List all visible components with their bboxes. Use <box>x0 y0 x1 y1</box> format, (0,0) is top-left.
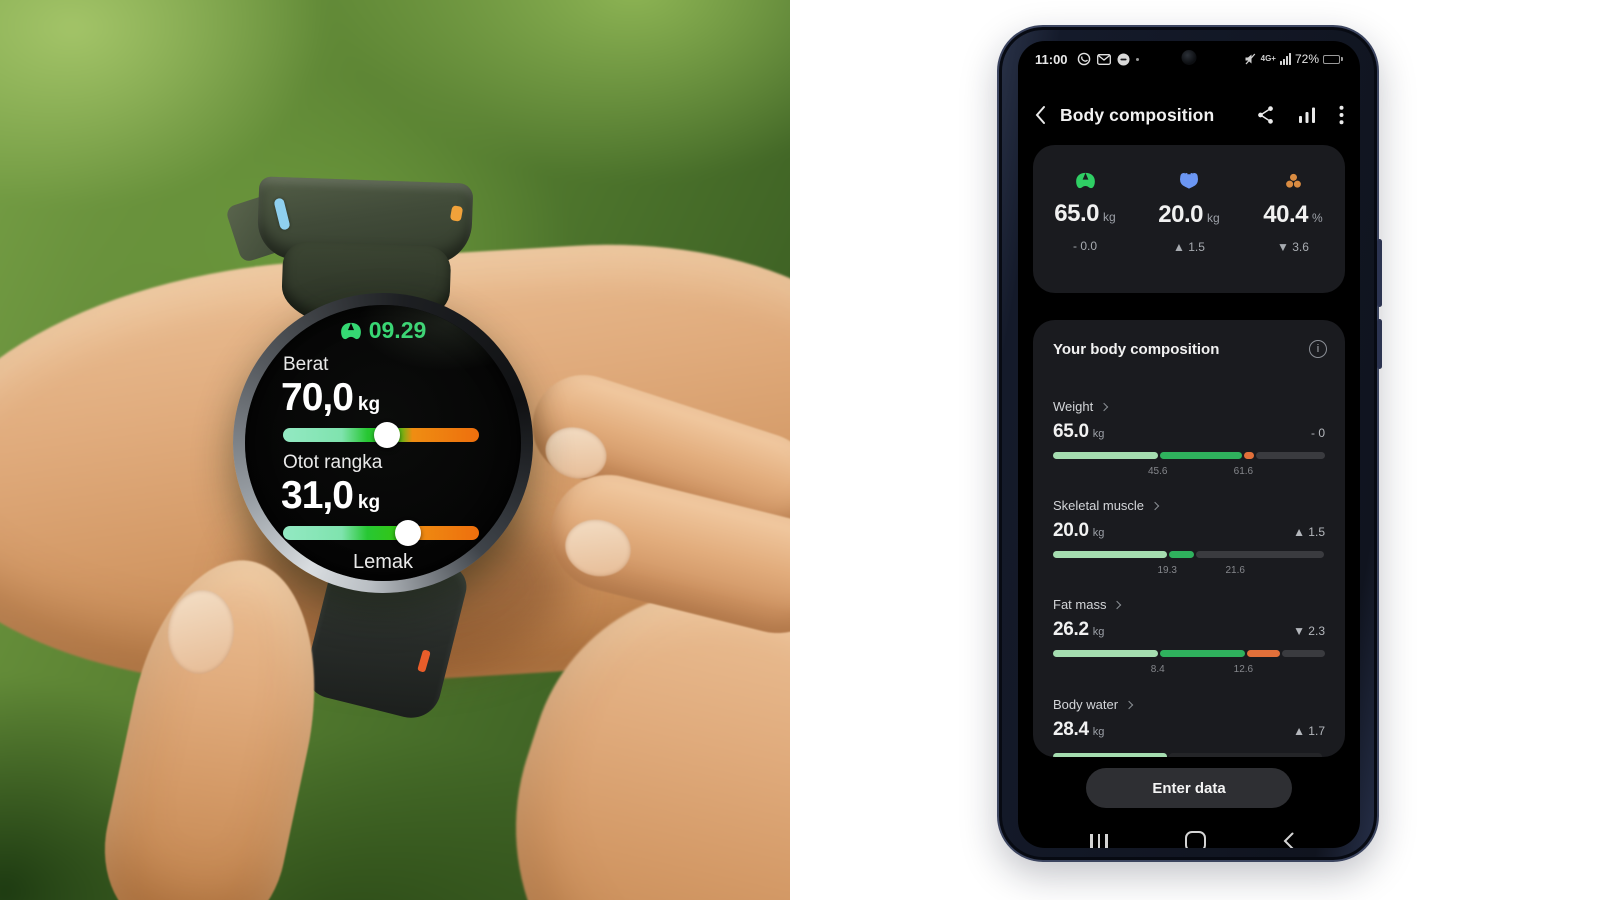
summary-card: 65.0 kg - 0.0 20.0 kg ▲ 1.5 <box>1033 145 1345 293</box>
summary-weight: 65.0 kg - 0.0 <box>1033 145 1137 293</box>
chevron-right-icon <box>1113 600 1122 610</box>
muscle-value: 20.0 <box>1158 201 1204 228</box>
home-icon[interactable] <box>1184 830 1206 848</box>
weight-delta: - 0.0 <box>1072 239 1097 253</box>
chevron-right-icon <box>1124 700 1134 710</box>
signal-icon <box>1279 53 1291 65</box>
muscle-delta: ▲ 1.5 <box>1173 240 1205 254</box>
share-icon[interactable] <box>1256 105 1275 125</box>
watch-metric-value: 70,0 kg <box>281 376 381 419</box>
range-bar <box>1053 551 1325 558</box>
summary-skeletal-muscle: 20.0 kg ▲ 1.5 <box>1137 145 1241 293</box>
metric-weight: Weight 65.0 kg - 0 45.6 61.6 <box>1053 399 1325 477</box>
metric-skeletal-muscle-link[interactable]: Skeletal muscle <box>1053 498 1325 513</box>
battery-percent: 72% <box>1294 52 1319 66</box>
phone: 11:00 <box>997 25 1382 862</box>
metric-fat-mass: Fat mass 26.2 kg ▼ 2.3 8.4 12.6 <box>1053 597 1325 675</box>
back-icon[interactable] <box>1034 105 1046 125</box>
fat-value: 40.4 <box>1263 201 1309 228</box>
metric-delta: ▼ 2.3 <box>1293 624 1325 638</box>
more-menu-icon[interactable] <box>1339 105 1344 125</box>
page-title: Body composition <box>1060 104 1215 125</box>
chevron-right-icon <box>1099 402 1109 412</box>
power-button <box>1377 319 1382 369</box>
clock: 11:00 <box>1035 51 1068 67</box>
metric-body-water-link[interactable]: Body water <box>1053 697 1325 712</box>
front-camera <box>1181 50 1197 65</box>
watch-metric-value: 31,0 kg <box>281 473 381 517</box>
whatsapp-icon <box>1077 52 1090 66</box>
battery-icon <box>1323 54 1343 64</box>
app-header: Body composition <box>1018 97 1360 133</box>
slider-knob[interactable] <box>373 421 400 448</box>
range-bar <box>1053 650 1325 657</box>
metric-skeletal-muscle: Skeletal muscle 20.0 kg ▲ 1.5 19.3 21.6 <box>1053 498 1325 576</box>
phone-screen: 11:00 <box>1018 41 1360 848</box>
watch-time: 09.29 <box>368 317 427 343</box>
watch-case: 09.29 Berat 70,0 kg Otot rangka 31,0 kg Le… <box>233 293 533 593</box>
watch-metric-label: Otot rangka <box>283 451 383 473</box>
enter-data-button[interactable]: Enter data <box>1086 768 1292 808</box>
card-title: Your body composition <box>1053 340 1220 358</box>
summary-fat-mass: 40.4% ▼ 3.6 <box>1241 145 1345 293</box>
navigation-bar <box>1018 824 1360 848</box>
watch-muscle-slider[interactable] <box>283 519 479 546</box>
watch-photo: 09.29 Berat 70,0 kg Otot rangka 31,0 kg Le… <box>0 0 790 900</box>
muscle-icon <box>1179 172 1199 190</box>
range-ticks: 8.4 12.6 <box>1150 664 1254 675</box>
watch-status-row: 09.29 <box>245 317 521 344</box>
watch-weight-slider[interactable] <box>283 421 479 448</box>
scale-icon <box>340 322 361 339</box>
gmail-icon <box>1096 53 1111 65</box>
notification-icon <box>1117 53 1130 65</box>
mute-icon <box>1245 53 1255 65</box>
metric-fat-mass-link[interactable]: Fat mass <box>1053 597 1325 612</box>
watch-clipped-label: Lemak <box>352 550 414 573</box>
recents-icon[interactable] <box>1090 833 1108 848</box>
info-icon[interactable]: i <box>1309 340 1327 358</box>
metric-delta: ▲ 1.5 <box>1293 525 1325 539</box>
stats-icon[interactable] <box>1298 106 1316 124</box>
body-composition-card: Your body composition i Weight 65.0 kg -… <box>1033 320 1345 757</box>
metric-body-water: Body water 28.4 kg ▲ 1.7 <box>1053 697 1325 757</box>
watch-metric-label: Berat <box>283 354 329 375</box>
chevron-right-icon <box>1150 501 1160 511</box>
fat-icon <box>1284 172 1303 190</box>
scale-icon <box>1075 172 1096 189</box>
volume-button <box>1377 239 1382 307</box>
metric-weight-link[interactable]: Weight <box>1053 399 1325 414</box>
range-ticks: 45.6 61.6 <box>1147 466 1254 477</box>
range-ticks: 19.3 21.6 <box>1157 565 1245 576</box>
fat-delta: ▼ 3.6 <box>1277 240 1309 254</box>
range-bar-partial <box>1053 753 1325 757</box>
metric-delta: ▲ 1.7 <box>1293 724 1325 738</box>
metric-delta: - 0 <box>1310 426 1325 440</box>
nav-back-icon[interactable] <box>1283 832 1294 848</box>
range-bar <box>1053 452 1325 459</box>
status-bar: 11:00 <box>1018 48 1360 70</box>
network-type-icon: 4G+ <box>1260 54 1276 63</box>
slider-knob[interactable] <box>395 519 422 546</box>
more-notifications-dot <box>1135 57 1139 61</box>
weight-value: 65.0 <box>1054 200 1100 227</box>
watch-screen: 09.29 Berat 70,0 kg Otot rangka 31,0 kg Le… <box>245 305 521 581</box>
